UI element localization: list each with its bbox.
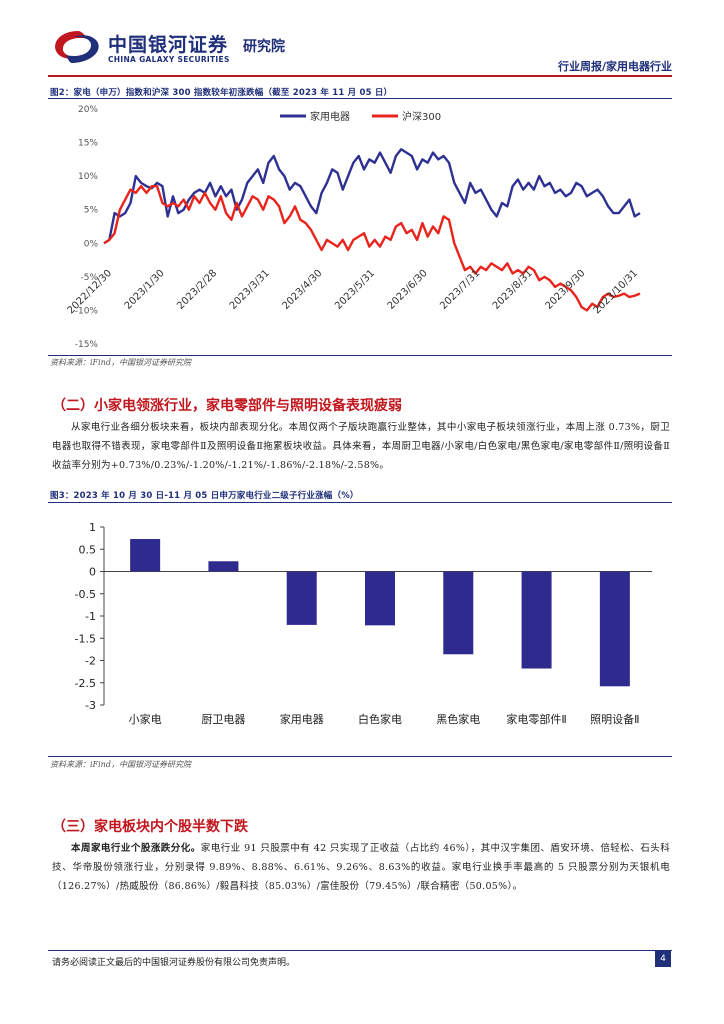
y-tick-label: -2.5 [75,677,96,690]
bar-0 [130,539,161,572]
y-tick-label: -3 [85,699,96,712]
y-tick-label: -5% [80,273,98,283]
figure2-line-chart: 20%15%10%5%0%-5%-10%-15%家用电器 沪深3002022/12… [66,105,641,350]
x-tick-label: 2023/1/30 [123,268,167,312]
figure2-source: 资料来源：iFind，中国银河证券研究院 [50,358,191,367]
x-tick-label: 2023/3/31 [228,268,272,312]
y-tick-label: -10% [75,306,99,316]
y-tick-label: 0 [89,566,96,579]
bar-3 [365,571,395,626]
bar-4 [443,571,474,655]
footer-divider [48,950,672,951]
footer-disclaimer: 请务必阅读正文最后的中国银河证券股份有限公司免责声明。 [52,958,296,968]
y-tick-label: 5% [84,206,99,216]
x-tick-label: 2023/10/31 [592,268,641,317]
section2-paragraph: 从家电行业各细分板块来看，板块内部表现分化。本周仅两个子版块跑赢行业整体，其中小… [52,422,670,471]
bar-5 [521,571,552,669]
figure3-source: 资料来源：iFind，中国银河证券研究院 [50,760,191,769]
x-tick-label: 2023/7/31 [438,268,482,312]
x-tick-label: 2023/6/30 [386,268,430,312]
x-tick-label: 2023/5/31 [333,268,377,312]
y-tick-label: -15% [75,340,99,350]
y-tick-label: -0.5 [75,588,96,601]
figure3-top-rule [48,502,672,503]
bar-6 [599,571,630,687]
report-type: 行业周报/家用电器行业 [557,60,672,73]
x-category-label: 家电零部件Ⅱ [506,712,566,726]
brand-name-cn: 中国银河证券 [108,34,229,56]
institute-name: 研究院 [243,39,285,55]
figure3-bottom-rule [48,756,672,757]
bar-2 [286,571,317,625]
legend-label: 家用电器 [310,110,350,123]
section3-lead: 本周家电行业个股涨跌分化。 [71,843,201,854]
figure2-bottom-rule [48,355,672,356]
figure3-caption: 图3：2023 年 10 月 30 日-11 月 05 日申万家电行业二级子行业… [50,491,359,501]
brand-logo [50,27,106,67]
x-category-label: 白色家电 [358,712,402,726]
y-tick-label: 15% [78,139,98,149]
x-tick-label: 2023/2/28 [175,268,219,312]
y-tick-label: -1.5 [75,632,96,645]
series-line-0 [103,148,641,245]
x-category-label: 照明设备Ⅱ [590,712,639,726]
x-tick-label: 2023/4/30 [280,268,324,312]
galaxy-logo-icon [55,31,99,63]
y-tick-label: 20% [78,105,98,115]
y-tick-label: -2 [85,655,96,668]
x-category-label: 家用电器 [280,712,324,726]
bar-1 [208,561,239,572]
header-divider [48,75,672,77]
figure2-top-rule [48,98,672,99]
section3-body: 家电行业 91 只股票中有 42 只实现了正收益（占比约 46%），其中汉宇集团… [52,843,670,892]
series-line-1 [103,184,641,312]
page-number: 4 [655,951,671,967]
section2-title: （二）小家电领涨行业，家电零部件与照明设备表现疲弱 [52,398,402,414]
figure2-caption: 图2：家电（申万）指数和沪深 300 指数较年初涨跌幅（截至 2023 年 11… [50,88,393,98]
brand-name-en: CHINA GALAXY SECURITIES [108,55,230,64]
figure3-bar-chart: 1 0.5 0 -0.5 -1 -1.5 -2 -2.5 -3 小家电 厨卫电器 家用电器 白色家电 黑色… [75,521,652,726]
section3-title: （三）家电板块内个股半数下跌 [52,819,248,835]
y-tick-label: 0% [84,239,99,249]
y-tick-label: 10% [78,172,98,182]
x-category-label: 小家电 [129,712,162,726]
legend-label: 沪深300 [402,110,441,123]
y-tick-label: 1 [89,521,96,534]
x-category-label: 黑色家电 [436,712,480,726]
section3-paragraph: 本周家电行业个股涨跌分化。家电行业 91 只股票中有 42 只实现了正收益（占比… [52,839,670,896]
y-tick-label: -1 [85,610,96,623]
x-category-label: 厨卫电器 [201,713,245,726]
y-tick-label: 0.5 [79,543,97,556]
